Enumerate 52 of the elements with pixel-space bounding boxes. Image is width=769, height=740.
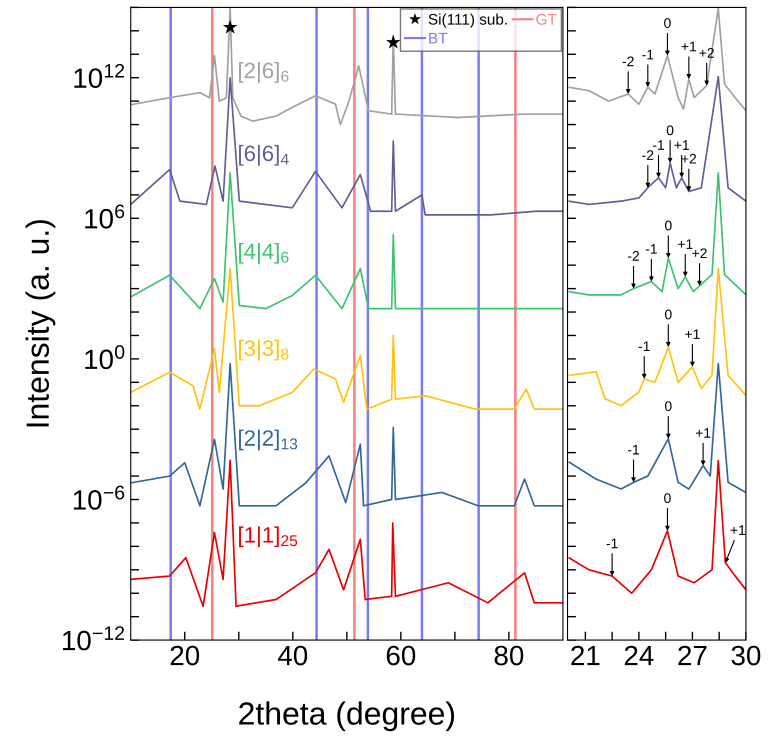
y-tick-label: 10$^{6}$ xyxy=(85,204,124,229)
annotation: -1 xyxy=(646,244,657,254)
ref-line-label: BT xyxy=(429,32,448,44)
y-tick-label: 10$^{0}$ xyxy=(85,345,124,370)
series-label: [1|1]$_{25}$ xyxy=(239,526,298,548)
series-label: [4|4]$_{6}$ xyxy=(239,242,288,264)
annotation: -1 xyxy=(652,140,664,150)
annotation: 0 xyxy=(664,18,671,28)
annotation: 0 xyxy=(665,220,672,230)
annotation: +1 xyxy=(685,329,700,339)
annotation: +1 xyxy=(730,525,746,535)
x-tick-label: 30 xyxy=(732,646,760,666)
line-series xyxy=(130,267,563,410)
x-tick-label: 27 xyxy=(678,646,706,666)
x-tick-label: 20 xyxy=(170,646,200,666)
annotation: +2 xyxy=(699,48,714,58)
annotation: -2 xyxy=(628,251,640,261)
annotation: +1 xyxy=(696,428,710,438)
line-series xyxy=(130,459,563,608)
x-tick-label: 80 xyxy=(494,646,524,666)
annotation: +1 xyxy=(674,140,689,150)
annotation: -1 xyxy=(628,444,640,454)
annotation: -1 xyxy=(638,341,650,352)
series-label: [3|3]$_{8}$ xyxy=(239,340,288,361)
annotation: -1 xyxy=(606,538,618,548)
annotation: -1 xyxy=(642,50,654,60)
series-label: [6|6]$_{4}$ xyxy=(239,144,289,166)
series-label: [2|2]$_{13}$ xyxy=(239,430,298,450)
y-axis-title: Intensity (a. u.) xyxy=(26,220,56,426)
x-tick-label: 60 xyxy=(386,646,416,666)
x-tick-label: 24 xyxy=(624,646,654,666)
legend-label: Si(111) sub. xyxy=(428,14,507,28)
series-label: [2|6]$_{6}$ xyxy=(239,62,288,83)
annotation: +2 xyxy=(692,248,707,258)
y-tick-label: 10$^{−12}$ xyxy=(62,626,124,650)
x-tick-label: 21 xyxy=(571,646,600,666)
line-series xyxy=(130,362,563,507)
annotation: +1 xyxy=(682,42,696,52)
annotation: 0 xyxy=(665,309,672,320)
x-tick-label: 40 xyxy=(278,646,308,666)
y-tick-label: 10$^{−6}$ xyxy=(74,486,124,510)
annotation: +1 xyxy=(678,239,693,249)
annotation: -2 xyxy=(642,150,654,160)
y-tick-label: 10$^{12}$ xyxy=(74,64,124,88)
line-series xyxy=(130,172,563,310)
annotation: 0 xyxy=(665,401,672,412)
annotation: 0 xyxy=(666,125,674,136)
ref-line-label: GT xyxy=(536,14,556,25)
annotation: +2 xyxy=(682,154,696,164)
annotation: -2 xyxy=(622,56,634,66)
annotation: 0 xyxy=(664,493,671,504)
x-axis-title: 2theta (degree) xyxy=(239,701,454,732)
